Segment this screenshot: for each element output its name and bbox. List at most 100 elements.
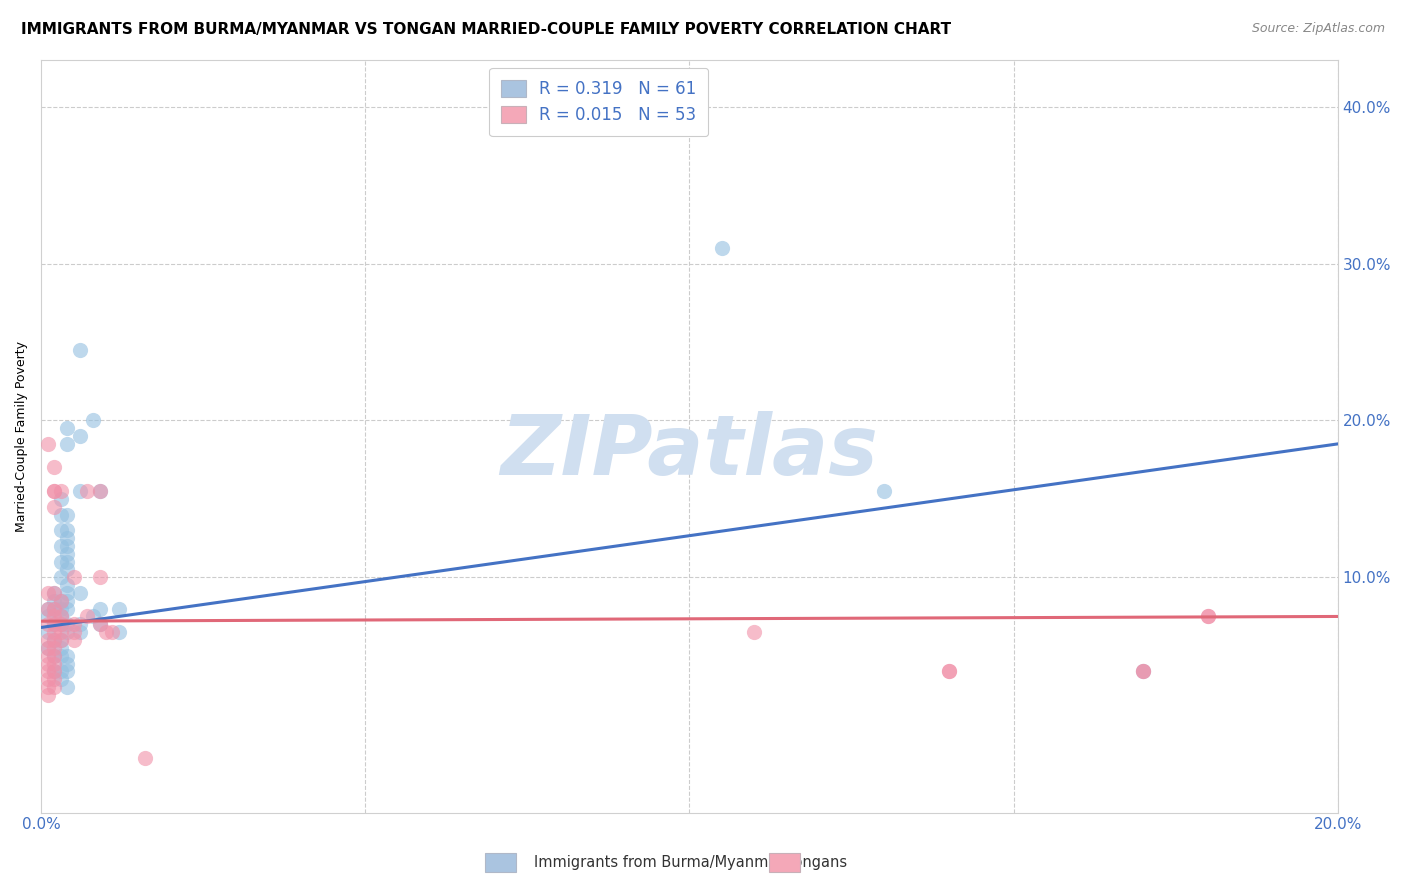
Point [44, 648, 66, 663]
Point [62, 617, 84, 632]
Point [742, 625, 765, 640]
Point [56, 657, 79, 671]
Point [1197, 609, 1219, 624]
Point [1132, 665, 1154, 679]
Point [1197, 609, 1219, 624]
Point [69, 343, 91, 357]
Point [49, 672, 72, 686]
Point [69, 586, 91, 600]
Point [37, 586, 59, 600]
Point [37, 657, 59, 671]
Point [56, 547, 79, 561]
Point [44, 617, 66, 632]
Point [49, 609, 72, 624]
Point [49, 555, 72, 569]
Point [49, 523, 72, 537]
Y-axis label: Married-Couple Family Poverty: Married-Couple Family Poverty [15, 341, 28, 532]
Point [49, 617, 72, 632]
Point [37, 601, 59, 615]
Point [89, 617, 111, 632]
Point [49, 491, 72, 506]
Point [49, 483, 72, 498]
Point [37, 672, 59, 686]
Point [56, 594, 79, 608]
Point [37, 609, 59, 624]
Point [44, 672, 66, 686]
Point [44, 500, 66, 514]
Point [49, 570, 72, 584]
Point [44, 586, 66, 600]
Text: Source: ZipAtlas.com: Source: ZipAtlas.com [1251, 22, 1385, 36]
Point [37, 665, 59, 679]
Point [49, 640, 72, 655]
Point [56, 531, 79, 545]
Point [44, 483, 66, 498]
Text: Tongans: Tongans [787, 855, 848, 870]
Text: IMMIGRANTS FROM BURMA/MYANMAR VS TONGAN MARRIED-COUPLE FAMILY POVERTY CORRELATIO: IMMIGRANTS FROM BURMA/MYANMAR VS TONGAN … [21, 22, 952, 37]
Point [62, 570, 84, 584]
Point [44, 632, 66, 647]
Point [56, 508, 79, 522]
Point [44, 665, 66, 679]
Legend: R = 0.319   N = 61, R = 0.015   N = 53: R = 0.319 N = 61, R = 0.015 N = 53 [489, 68, 709, 136]
Point [49, 632, 72, 647]
Point [101, 625, 124, 640]
Point [56, 437, 79, 451]
Point [49, 508, 72, 522]
Point [44, 680, 66, 694]
Point [37, 617, 59, 632]
Point [49, 601, 72, 615]
Point [56, 562, 79, 576]
Point [56, 680, 79, 694]
Point [56, 648, 79, 663]
Point [49, 609, 72, 624]
Point [44, 632, 66, 647]
Point [69, 429, 91, 443]
Point [89, 483, 111, 498]
Point [89, 483, 111, 498]
Point [37, 601, 59, 615]
Point [49, 617, 72, 632]
Point [76, 609, 98, 624]
Point [82, 413, 104, 427]
Point [69, 483, 91, 498]
Point [62, 625, 84, 640]
Point [44, 483, 66, 498]
Point [710, 241, 733, 255]
Point [56, 586, 79, 600]
Point [62, 632, 84, 647]
Point [44, 586, 66, 600]
Point [89, 617, 111, 632]
Point [873, 483, 896, 498]
Point [49, 625, 72, 640]
Point [49, 594, 72, 608]
Point [49, 665, 72, 679]
Point [108, 601, 131, 615]
Point [49, 648, 72, 663]
Point [938, 665, 960, 679]
Point [44, 609, 66, 624]
Point [69, 625, 91, 640]
Point [89, 570, 111, 584]
Point [56, 539, 79, 553]
Point [69, 617, 91, 632]
Point [56, 421, 79, 435]
Point [44, 617, 66, 632]
Point [56, 578, 79, 592]
Point [56, 601, 79, 615]
Point [44, 460, 66, 475]
Text: ZIPatlas: ZIPatlas [501, 410, 879, 491]
Point [89, 601, 111, 615]
Point [37, 625, 59, 640]
Point [44, 601, 66, 615]
Point [1132, 665, 1154, 679]
Point [49, 632, 72, 647]
Point [44, 625, 66, 640]
Point [37, 640, 59, 655]
Point [44, 665, 66, 679]
Point [56, 555, 79, 569]
Point [37, 688, 59, 702]
Point [44, 657, 66, 671]
Point [44, 594, 66, 608]
Point [44, 601, 66, 615]
